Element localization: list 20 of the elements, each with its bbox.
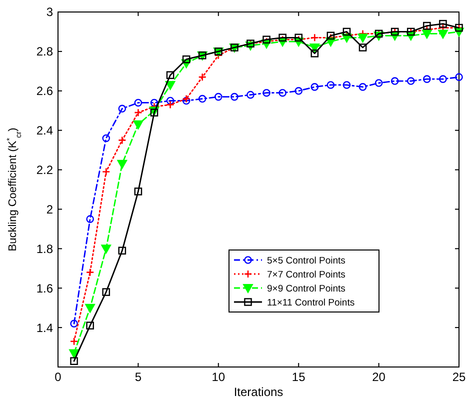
- x-tick-label: 20: [372, 370, 386, 384]
- y-tick-label: 2: [46, 202, 54, 216]
- x-tick-label: 25: [452, 370, 466, 384]
- legend-label: 7×7 Control Points: [267, 269, 346, 280]
- x-tick-label: 10: [212, 370, 226, 384]
- y-tick-label: 2.8: [36, 44, 54, 59]
- y-tick-label: 3: [46, 5, 54, 20]
- y-tick-label: 2.4: [36, 124, 54, 138]
- y-tick-label: 2.2: [36, 162, 54, 177]
- x-axis-title: Iterations: [234, 385, 284, 398]
- x-tick-label: 5: [134, 370, 142, 384]
- legend-label: 11×11 Control Points: [267, 297, 355, 308]
- x-tick-label: 0: [54, 370, 62, 384]
- y-tick-label: 1.8: [36, 242, 54, 256]
- y-tick-label: 2.6: [36, 84, 54, 98]
- y-tick-label: 1.4: [36, 320, 54, 335]
- legend-label: 9×9 Control Points: [267, 283, 346, 294]
- legend-label: 5×5 Control Points: [267, 255, 346, 266]
- x-tick-label: 15: [292, 370, 306, 384]
- y-tick-label: 1.6: [36, 281, 54, 296]
